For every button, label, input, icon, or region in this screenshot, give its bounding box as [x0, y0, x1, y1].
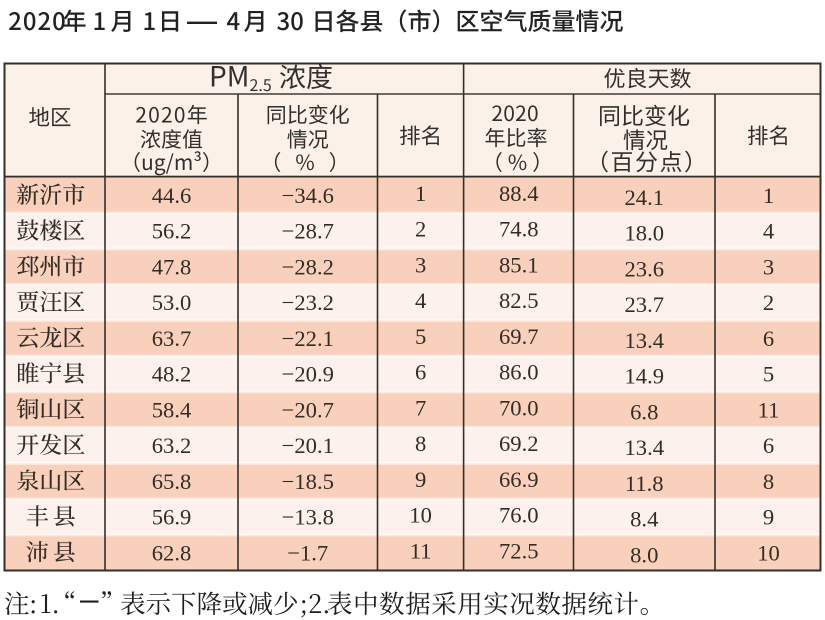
- svg-text:76.0: 76.0: [499, 503, 539, 528]
- svg-text:9: 9: [763, 505, 774, 530]
- svg-text:53.0: 53.0: [152, 290, 192, 315]
- svg-text:72.5: 72.5: [499, 538, 539, 563]
- svg-text:23.6: 23.6: [624, 256, 664, 281]
- svg-text:7: 7: [415, 395, 426, 420]
- svg-text:58.4: 58.4: [152, 397, 192, 422]
- svg-text:−34.6: −34.6: [282, 183, 334, 208]
- svg-text:70.0: 70.0: [499, 395, 539, 420]
- svg-text:10: 10: [757, 540, 780, 565]
- svg-text:−23.2: −23.2: [282, 290, 334, 315]
- svg-text:9: 9: [415, 467, 426, 492]
- svg-text:−18.5: −18.5: [282, 469, 334, 494]
- svg-text:−20.1: −20.1: [282, 433, 334, 458]
- svg-text:14.9: 14.9: [624, 364, 664, 389]
- svg-text:48.2: 48.2: [152, 362, 192, 387]
- svg-text:13.4: 13.4: [624, 435, 664, 460]
- svg-text:4: 4: [763, 219, 774, 244]
- svg-text:1: 1: [763, 183, 774, 208]
- svg-text:69.7: 69.7: [499, 324, 539, 349]
- svg-text:2: 2: [763, 290, 774, 315]
- svg-text:1: 1: [415, 181, 426, 206]
- svg-text:−20.9: −20.9: [282, 362, 334, 387]
- svg-text:56.9: 56.9: [152, 505, 192, 530]
- svg-text:−22.1: −22.1: [282, 326, 334, 351]
- svg-text:8: 8: [763, 469, 774, 494]
- svg-text:85.1: 85.1: [499, 252, 539, 277]
- svg-text:3: 3: [763, 254, 774, 279]
- svg-text:−20.7: −20.7: [282, 397, 334, 422]
- svg-text:88.4: 88.4: [499, 181, 539, 206]
- svg-text:8.4: 8.4: [630, 507, 658, 532]
- svg-text:6.8: 6.8: [630, 399, 658, 424]
- svg-text:11: 11: [410, 538, 432, 563]
- svg-text:44.6: 44.6: [152, 183, 192, 208]
- svg-text:66.9: 66.9: [499, 467, 539, 492]
- svg-text:5: 5: [763, 362, 774, 387]
- svg-text:86.0: 86.0: [499, 360, 539, 385]
- svg-text:6: 6: [763, 433, 774, 458]
- svg-text:63.2: 63.2: [152, 433, 192, 458]
- svg-text:47.8: 47.8: [152, 254, 192, 279]
- svg-text:4: 4: [415, 288, 426, 313]
- svg-text:−1.7: −1.7: [287, 540, 328, 565]
- svg-text:63.7: 63.7: [152, 326, 192, 351]
- svg-text:13.4: 13.4: [624, 328, 664, 353]
- svg-text:69.2: 69.2: [499, 431, 539, 456]
- svg-text:8: 8: [415, 431, 426, 456]
- svg-text:74.8: 74.8: [499, 217, 539, 242]
- svg-text:5: 5: [415, 324, 426, 349]
- svg-text:−28.7: −28.7: [282, 219, 334, 244]
- svg-text:82.5: 82.5: [499, 288, 539, 313]
- svg-text:24.1: 24.1: [624, 185, 664, 210]
- svg-text:3: 3: [415, 252, 426, 277]
- svg-text:10: 10: [409, 503, 432, 528]
- svg-text:18.0: 18.0: [624, 221, 664, 246]
- svg-text:6: 6: [415, 360, 426, 385]
- svg-text:11.8: 11.8: [625, 471, 664, 496]
- svg-text:56.2: 56.2: [152, 219, 192, 244]
- svg-text:6: 6: [763, 326, 774, 351]
- svg-text:62.8: 62.8: [152, 540, 192, 565]
- svg-text:11: 11: [758, 397, 780, 422]
- svg-text:2: 2: [415, 217, 426, 242]
- svg-text:8.0: 8.0: [630, 542, 658, 567]
- svg-text:23.7: 23.7: [624, 292, 664, 317]
- svg-text:−28.2: −28.2: [282, 254, 334, 279]
- svg-text:−13.8: −13.8: [282, 505, 334, 530]
- svg-text:65.8: 65.8: [152, 469, 192, 494]
